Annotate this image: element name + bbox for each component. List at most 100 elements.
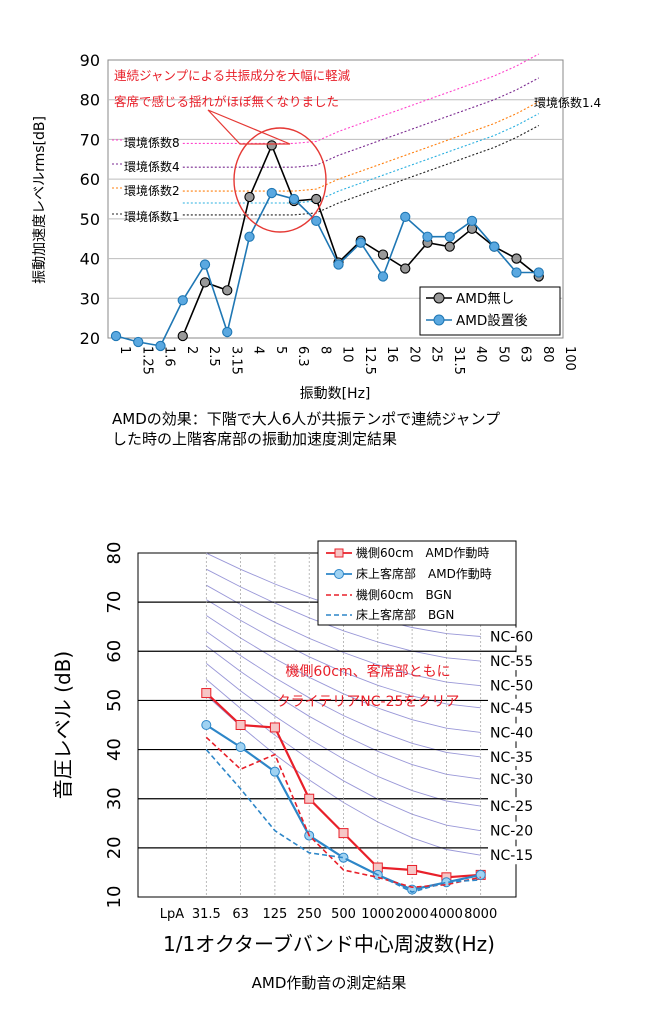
nc-label: NC-45 <box>490 701 533 717</box>
data-point-1 <box>355 237 366 248</box>
nc-label-bg <box>488 652 538 671</box>
data-point-1 <box>444 231 455 242</box>
x-tick-label-1: 40 <box>473 346 488 363</box>
data-point-2 <box>201 688 212 699</box>
x-tick-label-2: 8000 <box>464 907 497 922</box>
data-point-1 <box>244 231 255 242</box>
y-tick-label-2: 40 <box>104 738 125 761</box>
x-tick-label-1: 2.5 <box>206 346 221 367</box>
ref-label-4: 環境係数4 <box>124 159 180 174</box>
data-point-1 <box>466 215 478 226</box>
y-tick-label-1: 90 <box>80 51 100 70</box>
x-tick-label-1: 16 <box>384 346 399 363</box>
data-point-2 <box>201 720 212 730</box>
annotation-4: クライテリアNC-25をクリア <box>277 694 460 710</box>
data-point-1 <box>266 187 277 199</box>
data-point-1 <box>199 277 211 288</box>
y-tick-label-2: 50 <box>104 689 125 712</box>
data-point-1 <box>444 241 455 252</box>
legend-label-amd-none: AMD無し <box>456 291 514 307</box>
x-tick-label-2: 125 <box>262 907 287 922</box>
reference-curve <box>182 125 540 216</box>
x-axis-label-2: 1/1オクターブバンド中心周波数(Hz) <box>163 932 495 956</box>
ref-label-8: 環境係数8 <box>124 135 180 150</box>
x-tick-label-2: LpA <box>160 907 184 922</box>
data-point-1 <box>110 330 122 342</box>
nc-label: NC-30 <box>490 772 533 788</box>
ref-label-1-4: 環境係数1.4 <box>534 95 601 110</box>
data-point-1 <box>400 211 411 223</box>
x-tick-label-1: 1 <box>117 346 132 354</box>
data-point-1 <box>177 295 188 306</box>
y-tick-label-2: 20 <box>104 836 125 859</box>
data-point-2 <box>407 864 418 875</box>
nc-curve <box>206 679 481 832</box>
x-tick-label-1: 6.3 <box>295 346 310 367</box>
x-tick-label-1: 2 <box>184 346 199 354</box>
x-tick-label-1: 5 <box>273 346 288 354</box>
data-point-1 <box>155 340 166 352</box>
x-tick-label-1: 80 <box>540 346 555 363</box>
y-ticks-2: 10 20 30 40 50 60 70 80 <box>104 542 125 909</box>
data-point-1 <box>422 231 433 242</box>
data-point-1 <box>311 215 322 226</box>
x-tick-label-1: 20 <box>406 346 421 363</box>
callout <box>207 109 327 233</box>
x-tick-label-1: 4 <box>251 346 266 354</box>
legend-label-seat-bgn: 床上客席部 BGN <box>356 607 454 622</box>
data-point-2 <box>475 869 486 880</box>
nc-label: NC-60 <box>490 630 533 646</box>
x-tick-label-1: 25 <box>429 346 444 363</box>
data-point-1 <box>266 140 277 151</box>
reference-curve <box>182 113 540 204</box>
x-tick-label-1: 12.5 <box>362 346 377 375</box>
nc-curve <box>206 599 481 709</box>
data-point-1 <box>333 259 344 270</box>
nc-label-bg <box>488 846 538 865</box>
data-point-1 <box>400 263 411 274</box>
reference-curve <box>182 77 540 168</box>
nc-label-bg <box>488 747 538 766</box>
caption-1-line-2: した時の上階客席部の振動加速度測定結果 <box>112 430 397 448</box>
legend-1: AMD無し AMD設置後 <box>419 286 561 336</box>
data-point-2 <box>235 742 246 753</box>
reference-curve <box>182 53 540 144</box>
noise-chart: 10 20 30 40 50 60 70 80 LpA 31.5 63 125 250 500 1000 2… <box>51 540 538 992</box>
x-ticks-1: 1 1.25 1.6 2 2.5 3.15 4 5 6.3 8 10 12.5 16 20 25 31.5 40… <box>117 346 577 375</box>
x-tick-label-1: 3.15 <box>228 346 243 375</box>
x-tick-label-1: 1.25 <box>139 346 154 375</box>
data-point-1 <box>489 241 500 252</box>
annotation-1: 連続ジャンプによる共振成分を大幅に軽減 <box>114 68 351 83</box>
x-tick-label-2: 63 <box>232 907 249 922</box>
y-tick-label-1: 20 <box>80 329 100 348</box>
data-point-1 <box>377 271 389 282</box>
nc-label: NC-25 <box>490 799 533 815</box>
data-point-1 <box>199 259 211 270</box>
data-point-1 <box>533 267 544 278</box>
nc-label-bg <box>488 627 538 646</box>
y-tick-label-2: 60 <box>104 640 125 663</box>
nc-label-bg <box>488 770 538 789</box>
data-point-1 <box>133 336 144 348</box>
ref-label-2: 環境係数2 <box>124 183 180 198</box>
series-1 <box>110 140 544 352</box>
nc-curve <box>206 645 481 780</box>
legend-2: 機側60cm AMD作動時 床上客席部 AMD作動時 機側60cm BGN 床上… <box>317 540 517 626</box>
nc-label: NC-40 <box>490 725 533 741</box>
x-tick-label-2: 4000 <box>430 907 463 922</box>
ref-label-1: 環境係数1 <box>124 209 180 224</box>
y-tick-label-1: 40 <box>80 250 100 269</box>
data-point-2 <box>269 722 280 733</box>
nc-label-bg <box>488 821 538 840</box>
nc-label-bg <box>488 797 538 816</box>
data-point-1 <box>222 285 233 296</box>
data-point-1 <box>222 326 233 338</box>
y-axis-label-1: 振動加速度レベルrms[dB] <box>32 116 48 284</box>
nc-label: NC-35 <box>490 750 533 766</box>
x-tick-label-1: 63 <box>518 346 533 363</box>
legend-label-seat-on: 床上客席部 AMD作動時 <box>356 566 492 581</box>
y-tick-label-2: 70 <box>104 591 125 614</box>
y-tick-label-1: 30 <box>80 289 100 308</box>
data-point-2 <box>235 720 246 730</box>
